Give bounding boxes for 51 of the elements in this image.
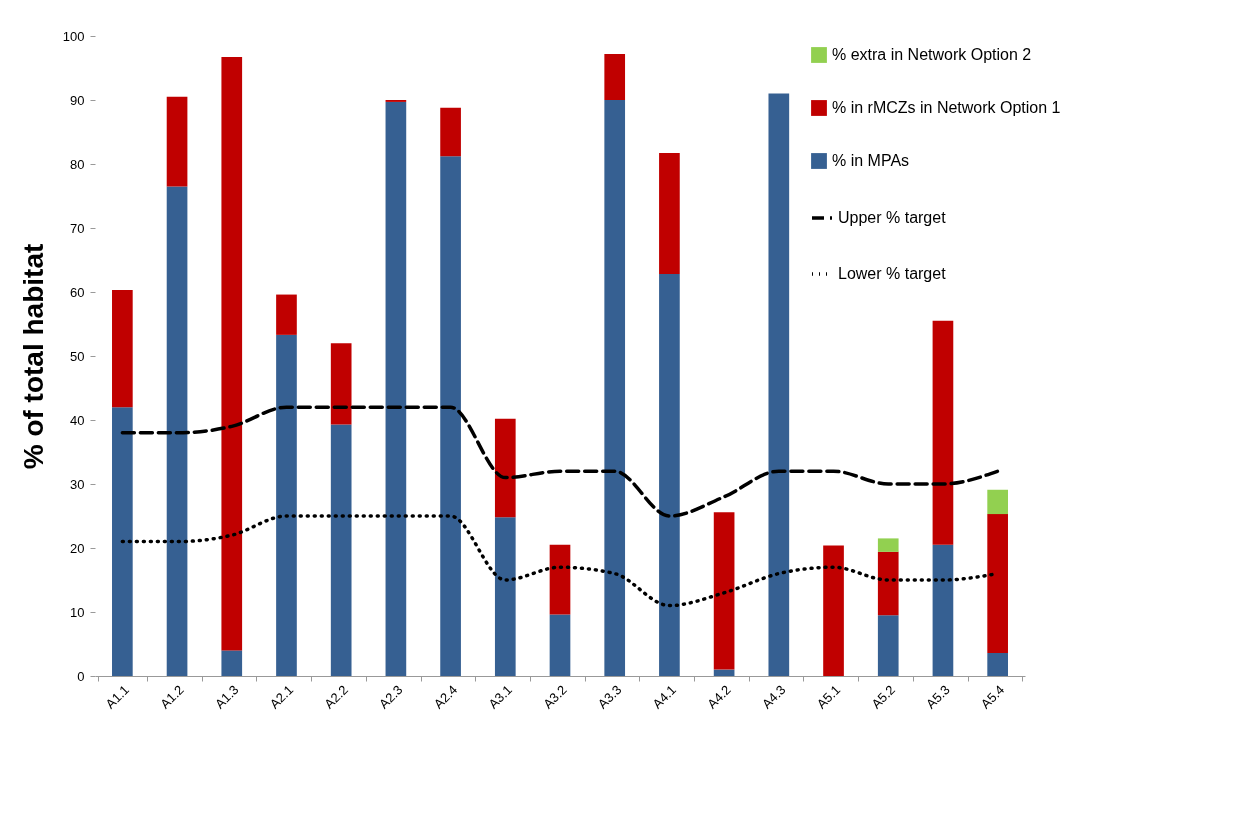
bar — [166, 186, 188, 676]
bar — [112, 290, 133, 408]
bar — [604, 53, 626, 100]
bar — [877, 615, 899, 676]
bar — [330, 424, 352, 676]
y-tick-label: 80 — [70, 156, 85, 172]
y-tick-label: 20 — [70, 540, 85, 556]
bar — [604, 100, 626, 676]
bar — [877, 551, 899, 616]
bar — [987, 489, 1008, 515]
bar — [440, 107, 461, 157]
bar — [330, 343, 352, 425]
bar — [494, 418, 516, 518]
y-tick-label: 70 — [70, 220, 85, 236]
legend-label: % extra in Network Option 2 — [832, 46, 1032, 63]
y-tick-label: 0 — [77, 668, 85, 684]
bar — [549, 614, 571, 676]
legend-label: % in MPAs — [832, 152, 910, 169]
bar — [659, 153, 680, 275]
bar — [494, 517, 516, 676]
bar — [932, 544, 954, 676]
bar — [932, 320, 954, 545]
bar — [877, 538, 899, 552]
bar — [276, 334, 297, 676]
y-tick-label: 40 — [70, 412, 85, 428]
y-tick-label: 50 — [70, 348, 85, 364]
bar — [713, 512, 735, 670]
bar — [823, 545, 844, 676]
y-tick-label: 30 — [70, 476, 85, 492]
bar — [166, 96, 188, 187]
bar — [221, 57, 243, 651]
legend-label: Upper % target — [838, 209, 947, 226]
bar — [440, 156, 461, 676]
bar — [276, 294, 297, 335]
bar — [112, 407, 133, 676]
y-tick-label: 60 — [70, 284, 85, 300]
y-tick-label: 90 — [70, 92, 85, 108]
y-tick-label: 10 — [70, 604, 85, 620]
line-series — [120, 405, 1000, 518]
y-axis-title: % of total habitat — [17, 243, 49, 470]
bar — [385, 101, 407, 676]
legend-label: % in rMCZs in Network Option 1 — [832, 99, 1061, 116]
bar — [987, 652, 1008, 676]
y-tick-label: 100 — [62, 28, 85, 44]
bar — [221, 650, 243, 676]
bar — [987, 514, 1008, 653]
legend-label: Lower % target — [838, 265, 947, 282]
bar — [659, 274, 680, 676]
bar — [549, 544, 571, 615]
bar — [713, 669, 735, 676]
bar — [768, 93, 790, 676]
